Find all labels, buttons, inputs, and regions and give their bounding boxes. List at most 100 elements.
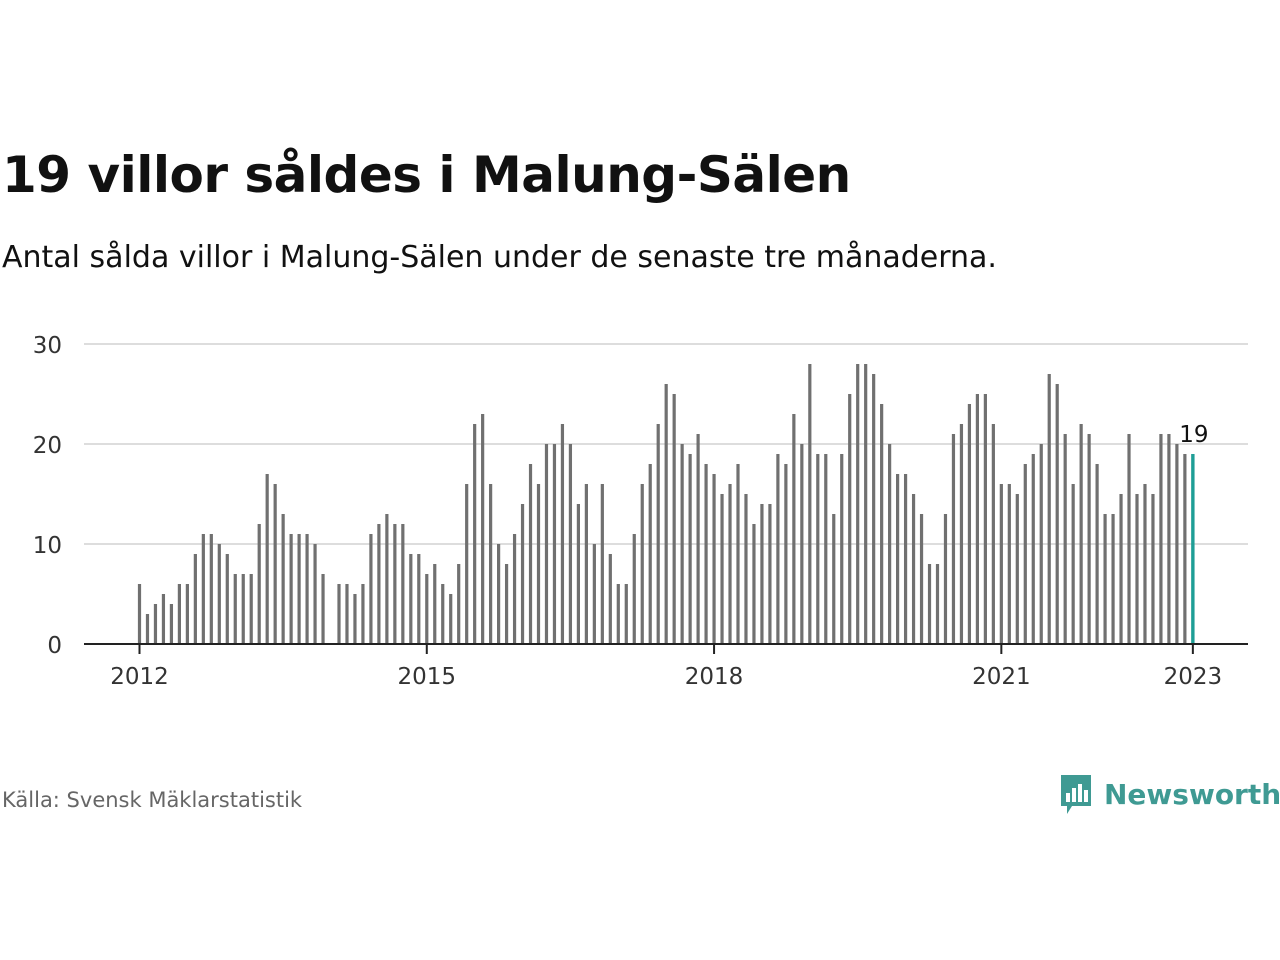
bar — [393, 524, 397, 644]
bar — [1151, 494, 1155, 644]
bar — [1055, 384, 1059, 644]
y-tick-labels: 0 10 20 30 — [33, 333, 62, 659]
bar — [991, 424, 995, 644]
bar — [680, 444, 684, 644]
bar — [999, 484, 1003, 644]
bar — [664, 384, 668, 644]
bar — [584, 484, 588, 644]
bar — [1023, 464, 1027, 644]
y-tick-label: 20 — [33, 433, 62, 459]
brand-name: Newsworthy — [1104, 777, 1280, 811]
bar — [896, 474, 900, 644]
bar — [281, 514, 285, 644]
bar — [911, 494, 916, 644]
bar — [201, 534, 205, 644]
bar — [792, 414, 796, 644]
x-tick-label: 2021 — [972, 664, 1031, 690]
x-axis — [84, 643, 1248, 654]
bar — [377, 524, 381, 644]
bar — [959, 424, 964, 644]
bar — [1159, 434, 1163, 644]
brand-logo: Newsworthy — [1058, 770, 1280, 818]
bar — [465, 484, 469, 644]
bar — [632, 534, 636, 644]
bar — [624, 584, 628, 644]
bar — [672, 394, 676, 644]
bar — [576, 504, 580, 644]
bar — [457, 564, 461, 644]
chart-subtitle: Antal sålda villor i Malung-Sälen under … — [2, 240, 997, 275]
highlight-bar — [1191, 454, 1195, 644]
highlight-value-label: 19 — [1179, 422, 1208, 448]
bar — [345, 584, 349, 644]
bar — [1119, 494, 1123, 644]
bar — [872, 374, 876, 644]
bar — [1079, 424, 1083, 644]
bar — [385, 514, 389, 644]
bar — [752, 524, 756, 644]
bar — [943, 514, 948, 644]
x-tick-label: 2018 — [685, 664, 744, 690]
bar — [361, 584, 365, 644]
bar — [265, 474, 269, 644]
source-note: Källa: Svensk Mäklarstatistik — [2, 788, 303, 812]
bar — [927, 564, 932, 644]
bar — [712, 474, 716, 644]
bar — [512, 534, 517, 644]
bar — [489, 484, 493, 644]
bar — [832, 514, 836, 644]
bar-chart: 0 10 20 30 2012 2015 2018 2021 2023 19 — [33, 333, 1248, 690]
bar — [449, 594, 453, 644]
bar — [608, 554, 612, 644]
bar — [903, 474, 908, 644]
bar — [337, 584, 341, 644]
bar — [169, 604, 174, 644]
bar — [1127, 434, 1131, 644]
bar — [919, 514, 924, 644]
bar — [137, 584, 142, 644]
bar — [592, 544, 596, 644]
bar — [552, 444, 557, 644]
bar — [616, 584, 620, 644]
bars — [137, 364, 1195, 644]
bar — [481, 414, 485, 644]
y-tick-label: 30 — [33, 333, 62, 359]
bar — [768, 504, 772, 644]
bar — [1063, 434, 1067, 644]
bar — [544, 444, 549, 644]
bar — [800, 444, 804, 644]
bar — [417, 554, 421, 644]
y-tick-label: 10 — [33, 533, 62, 559]
x-tick-label: 2023 — [1164, 664, 1223, 690]
bar — [145, 614, 150, 644]
bar — [864, 364, 868, 644]
bar — [951, 434, 956, 644]
bar — [1143, 484, 1147, 644]
bar — [209, 534, 213, 644]
bar — [688, 454, 692, 644]
bar — [249, 574, 253, 644]
bar — [313, 544, 317, 644]
bar — [784, 464, 788, 644]
bar — [1015, 494, 1019, 644]
bar — [736, 464, 740, 644]
bar — [880, 404, 884, 644]
bar — [1031, 454, 1035, 644]
bar — [1071, 484, 1075, 644]
bar — [217, 544, 221, 644]
bar — [560, 424, 565, 644]
bar — [1103, 514, 1107, 644]
bar — [776, 454, 780, 644]
bar — [433, 564, 437, 644]
bar — [848, 394, 852, 644]
y-tick-label: 0 — [47, 633, 62, 659]
bar — [305, 534, 309, 644]
bar — [975, 394, 979, 644]
x-tick-label: 2015 — [398, 664, 457, 690]
x-tick-labels: 2012 2015 2018 2021 2023 — [110, 664, 1222, 690]
bar — [840, 454, 844, 644]
bar — [369, 534, 373, 644]
x-tick-label: 2012 — [110, 664, 169, 690]
bar — [1183, 454, 1187, 644]
bar — [225, 554, 229, 644]
